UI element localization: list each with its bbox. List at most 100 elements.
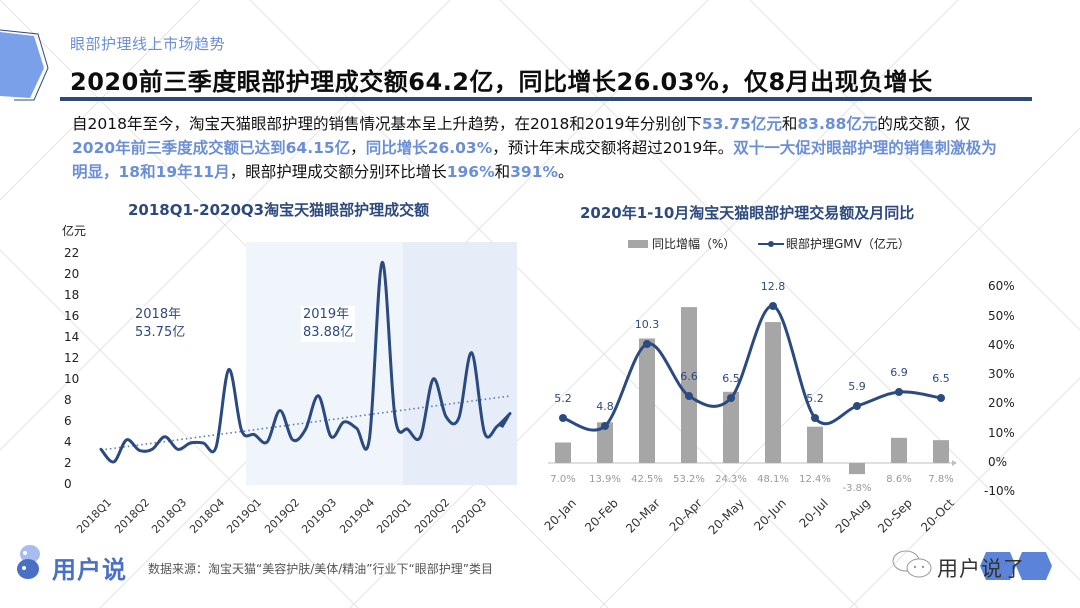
shade-2020 <box>403 242 517 485</box>
gmv-value-label: 6.6 <box>680 370 698 383</box>
hexagon-badge-decoration <box>980 552 1052 580</box>
gmv-value-label: 6.9 <box>890 366 908 379</box>
desc-highlight: 同比增长26.03% <box>365 139 493 157</box>
left-chart-unit: 亿元 <box>62 224 87 238</box>
gmv-value-label: 5.2 <box>554 392 572 405</box>
yoy-bar <box>681 307 697 463</box>
shade-2019 <box>246 242 403 485</box>
line-marker-icon <box>758 240 784 247</box>
legend-bar-label: 同比增幅（%） <box>652 237 736 251</box>
yoy-pct-label: 42.5% <box>631 474 663 485</box>
y2-tick-label: 50% <box>988 308 1015 323</box>
y2-tick-label: 60% <box>988 279 1015 294</box>
yoy-pct-label: 13.9% <box>589 474 621 485</box>
y-tick-label: 18 <box>64 288 80 302</box>
y2-tick-label: 40% <box>988 337 1015 352</box>
y-tick-label: 6 <box>64 414 72 428</box>
y-tick-label: 14 <box>64 330 80 344</box>
yoy-bar <box>807 426 823 463</box>
y-tick-label: 22 <box>64 246 80 260</box>
desc-text: ，眼部护理成交额分别环比增长 <box>229 163 447 181</box>
bar-swatch-icon <box>628 239 648 248</box>
gmv-value-label: 12.8 <box>760 280 786 293</box>
gmv-point <box>853 402 861 410</box>
y-tick-label: 20 <box>64 267 80 281</box>
gmv-value-label: 5.9 <box>848 380 866 393</box>
y2-tick-label: -10% <box>984 484 1016 499</box>
y2-tick-label: 30% <box>988 367 1015 382</box>
gmv-value-label: 4.8 <box>596 400 614 413</box>
desc-highlight: 391% <box>510 163 559 181</box>
yoy-bar <box>849 463 865 475</box>
title-divider <box>60 97 1032 101</box>
gmv-point <box>937 394 945 402</box>
description-paragraph: 自2018年至今，淘宝天猫眼部护理的销售情况基本呈上升趋势，在2018和2019… <box>72 112 1012 184</box>
yoy-pct-label: 7.0% <box>550 474 576 485</box>
legend-bar: 同比增幅（%） <box>628 235 735 252</box>
desc-text: ，预计年末成交额将超过2019年。 <box>492 139 734 157</box>
annotation-year: 2019年 <box>303 307 350 322</box>
desc-highlight: 双十一大促对眼部护理的销售刺激极为明显，18和19年11月 <box>72 139 997 181</box>
yoy-pct-label: 48.1% <box>757 474 789 485</box>
gmv-point <box>559 414 567 422</box>
desc-text: 的成交额，仅 <box>877 115 971 133</box>
left-chart-title: 2018Q1-2020Q3淘宝天猫眼部护理成交额 <box>128 201 430 219</box>
desc-text: 自2018年至今，淘宝天猫眼部护理的销售情况基本呈上升趋势，在2018和2019… <box>72 115 702 133</box>
y2-tick-label: 0% <box>988 455 1008 469</box>
yoy-bar <box>891 437 907 463</box>
y-tick-label: 12 <box>64 351 80 365</box>
y-tick-label: 16 <box>64 309 80 323</box>
gmv-line <box>562 304 942 432</box>
annotation-year: 2018年 <box>135 307 182 322</box>
yoy-bar <box>723 391 739 463</box>
annotation-2018: 2018年 53.75亿 <box>133 306 188 342</box>
yoy-bar <box>597 422 613 463</box>
gmv-point <box>811 414 819 422</box>
brand-logo-text: 用户说 <box>52 556 127 584</box>
annotation-value: 83.88亿 <box>303 325 354 340</box>
right-chart-title: 2020年1-10月淘宝天猫眼部护理交易额及月同比 <box>580 204 915 222</box>
wechat-icon <box>892 550 932 578</box>
legend-line-label: 眼部护理GMV（亿元） <box>786 237 910 251</box>
section-label: 眼部护理线上市场趋势 <box>70 35 226 53</box>
desc-text: ， <box>350 139 366 157</box>
y-tick-label: 4 <box>64 435 72 449</box>
gmv-point <box>769 302 777 310</box>
yoy-bar <box>555 442 571 463</box>
trend-arrowhead-icon <box>497 416 510 428</box>
desc-highlight: 53.75亿元 <box>701 115 782 133</box>
y2-tick-label: 10% <box>988 425 1015 440</box>
y-tick-label: 2 <box>64 456 72 470</box>
gmv-point <box>895 388 903 396</box>
gmv-point <box>601 422 609 430</box>
gmv-line <box>99 260 512 464</box>
desc-text: 和 <box>494 163 511 181</box>
yoy-bar <box>639 338 655 463</box>
y-tick-label: 8 <box>64 393 72 407</box>
gmv-point <box>727 394 735 402</box>
desc-highlight: 83.88亿元 <box>797 115 878 133</box>
axis-arrow-icon <box>952 460 957 466</box>
page-title: 2020前三季度眼部护理成交额64.2亿，同比增长26.03%，仅8月出现负增长 <box>70 68 933 96</box>
desc-text: 。 <box>558 163 574 181</box>
y-tick-label: 10 <box>64 372 80 386</box>
gmv-value-label: 10.3 <box>634 318 660 331</box>
yoy-pct-label: 53.2% <box>673 474 705 485</box>
annotation-value: 53.75亿 <box>135 325 186 340</box>
chat-bubbles-logo-icon <box>17 545 40 579</box>
y-tick-label: 0 <box>64 477 72 491</box>
y2-tick-label: 20% <box>988 396 1015 411</box>
yoy-bar <box>933 440 949 463</box>
gmv-value-label: 5.2 <box>806 392 824 405</box>
gmv-value-label: 6.5 <box>932 372 950 385</box>
yoy-pct-label: 7.8% <box>928 474 954 485</box>
yoy-pct-label: 24.3% <box>715 474 747 485</box>
data-source-note: 数据来源：淘宝天猫“美容护肤/美体/精油”行业下“眼部护理”类目 <box>148 562 493 576</box>
desc-highlight: 2020年前三季度成交额已达到64.15亿 <box>72 139 351 157</box>
wechat-account-name: 用户说了 <box>937 557 1025 581</box>
desc-text: 和 <box>781 115 798 133</box>
legend-line: 眼部护理GMV（亿元） <box>758 235 910 252</box>
corner-hexagon-decoration <box>0 29 49 101</box>
